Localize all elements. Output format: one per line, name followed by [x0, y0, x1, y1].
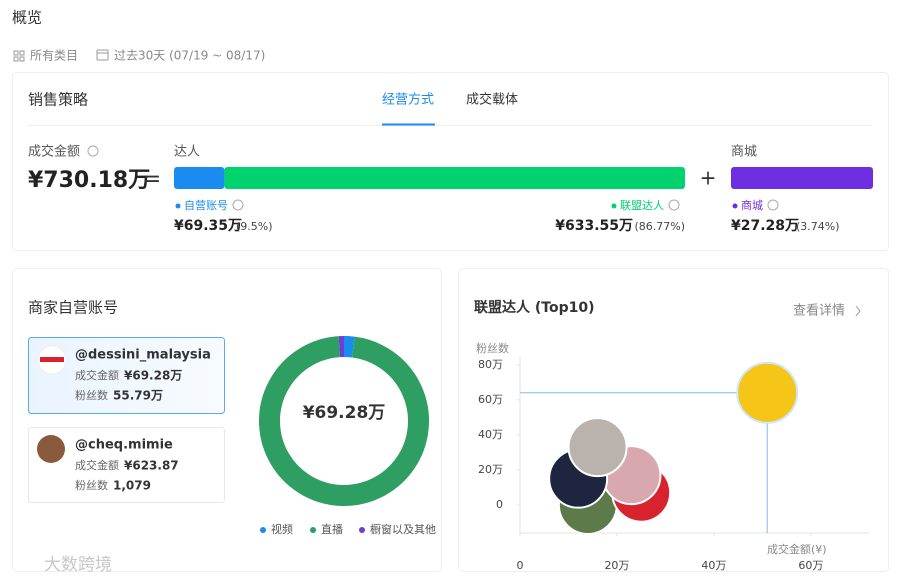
- tab-active[interactable]: 经营方式: [382, 92, 434, 108]
- segment-amount: ¥27.28万: [731, 218, 799, 234]
- total-value: ¥730.18万: [28, 168, 150, 193]
- creator-avatar: [567, 417, 628, 478]
- account-gmv: ¥69.28万: [124, 369, 182, 383]
- account-logo: [40, 357, 64, 362]
- help-icon: [668, 199, 680, 211]
- segment-amount: ¥633.55万: [555, 218, 633, 234]
- x-tick-label: 0: [517, 559, 524, 572]
- filter-date[interactable]: 过去30天 (07/19 ~ 08/17): [114, 49, 265, 63]
- legend-label: 直播: [321, 522, 343, 536]
- creator-avatar: [736, 361, 799, 424]
- legend-label: 商城: [741, 198, 763, 212]
- legend-dot: [732, 203, 738, 209]
- page-title: 概览: [12, 9, 42, 27]
- group-label: 达人: [174, 145, 200, 160]
- y-tick-label: 60万: [478, 393, 503, 406]
- bar-segment: [731, 167, 873, 189]
- bar-segment: [174, 167, 225, 189]
- x-tick-label: 40万: [701, 559, 726, 572]
- detail-link[interactable]: 查看详情: [793, 303, 845, 319]
- account-card[interactable]: [28, 427, 225, 503]
- chevron-icon[interactable]: [855, 305, 861, 317]
- legend-label: 视频: [271, 522, 293, 536]
- legend-dot: [175, 203, 181, 209]
- account-fans: 55.79万: [113, 389, 163, 403]
- filter-category[interactable]: 所有类目: [30, 49, 78, 63]
- account-handle: @cheq.mimie: [75, 438, 173, 453]
- filter-icon-calendar: [96, 49, 109, 61]
- help-icon: [232, 199, 244, 211]
- y-tick-label: 40万: [478, 428, 503, 441]
- donut-slice: [343, 336, 355, 358]
- account-fans-label: 粉丝数: [75, 479, 108, 492]
- equals-sign: =: [143, 167, 161, 192]
- legend-dot: [359, 527, 365, 533]
- donut-slice: [259, 336, 429, 506]
- filter-icon-grid: [13, 50, 25, 62]
- panel-title: 联盟达人 (Top10): [474, 299, 594, 316]
- legend-label: 橱窗以及其他: [370, 522, 436, 536]
- legend-label: 自营账号: [184, 198, 228, 212]
- bar-segment: [224, 167, 685, 189]
- account-gmv-label: 成交金额: [75, 458, 119, 472]
- segment-share: (3.74%): [796, 220, 840, 233]
- group-label: 商城: [731, 145, 757, 160]
- y-tick-label: 80万: [478, 358, 503, 371]
- account-handle: @dessini_malaysia: [75, 348, 211, 363]
- segment-amount: ¥69.35万: [174, 218, 242, 234]
- tab[interactable]: 成交载体: [466, 92, 518, 108]
- legend-label: 联盟达人: [620, 199, 664, 212]
- segment-share: (86.77%): [634, 220, 685, 233]
- account-fans-label: 粉丝数: [75, 389, 108, 402]
- donut-center-label: ¥69.28万: [303, 403, 386, 423]
- y-axis-label: 粉丝数: [476, 342, 509, 355]
- x-tick-label: 20万: [604, 559, 629, 572]
- account-card-selected[interactable]: [28, 337, 225, 414]
- help-icon[interactable]: [87, 145, 99, 157]
- y-tick-label: 20万: [478, 463, 503, 476]
- account-avatar: [37, 435, 65, 463]
- account-fans: 1,079: [113, 479, 151, 493]
- legend-dot: [611, 203, 617, 209]
- segment-share: (9.5%): [236, 220, 273, 233]
- total-label: 成交金额: [28, 144, 80, 160]
- account-gmv-label: 成交金额: [75, 368, 119, 382]
- legend-dot: [260, 527, 266, 533]
- x-tick-label: 60万: [798, 559, 823, 572]
- help-icon: [767, 199, 779, 211]
- watermark: 大数跨境: [44, 555, 112, 575]
- y-tick-label: 0: [496, 498, 503, 511]
- plus-sign: +: [700, 166, 717, 190]
- account-gmv: ¥623.87: [124, 459, 179, 473]
- legend-dot: [310, 527, 316, 533]
- panel-title: 销售策略: [28, 91, 88, 109]
- panel-title: 商家自营账号: [28, 299, 118, 317]
- x-axis-label: 成交金额(¥): [767, 542, 827, 556]
